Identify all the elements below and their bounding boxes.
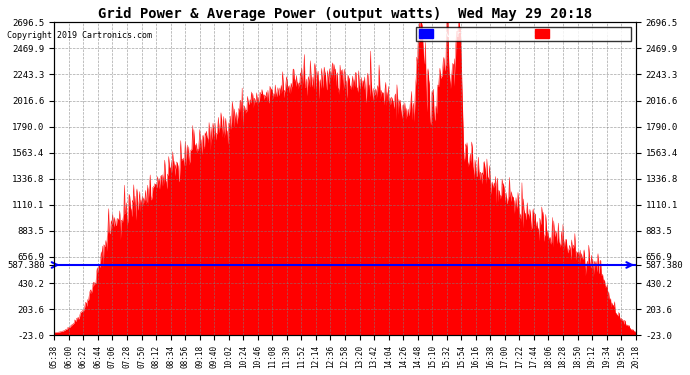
Legend: Average  (AC Watts), Grid  (AC Watts): Average (AC Watts), Grid (AC Watts) xyxy=(416,27,631,41)
Title: Grid Power & Average Power (output watts)  Wed May 29 20:18: Grid Power & Average Power (output watts… xyxy=(98,7,592,21)
Text: Copyright 2019 Cartronics.com: Copyright 2019 Cartronics.com xyxy=(7,30,152,39)
